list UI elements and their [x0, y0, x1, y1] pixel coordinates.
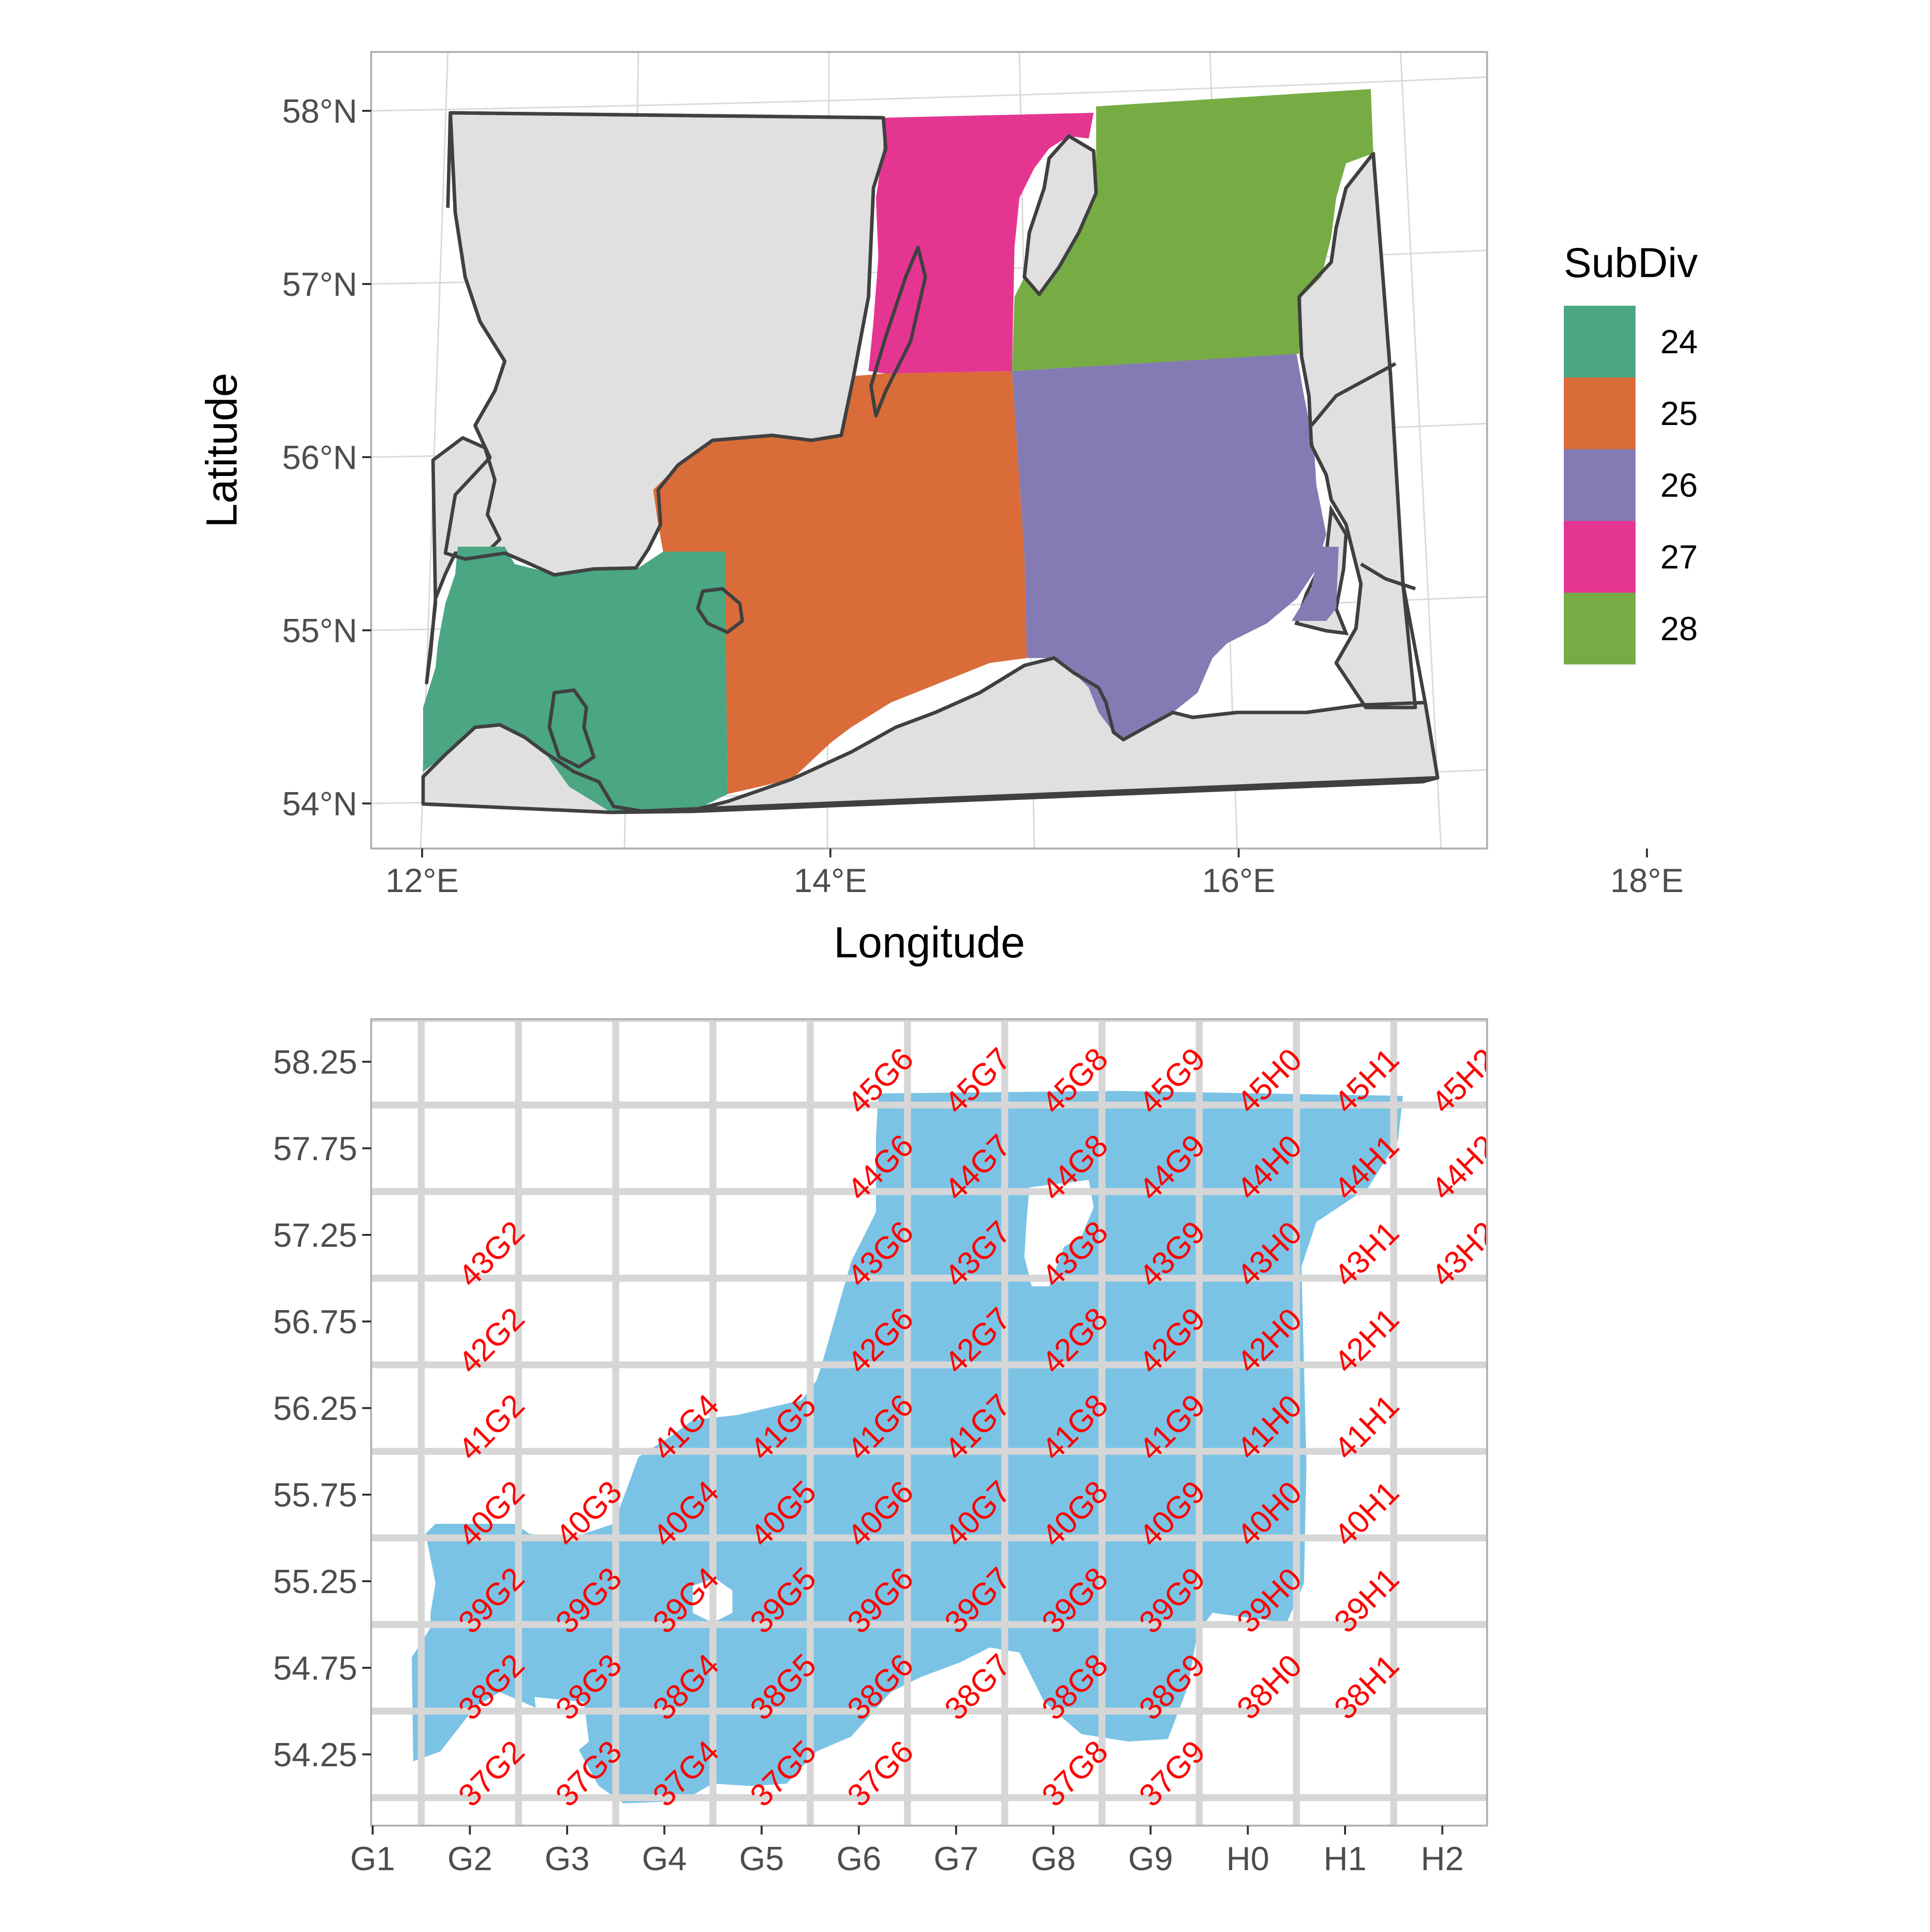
gotland-hole	[1024, 1180, 1094, 1286]
legend-title: SubDiv	[1564, 239, 1698, 286]
y-axis-title: Latitude	[197, 373, 246, 527]
outline-rugen	[547, 688, 596, 769]
bottom-y-tick-label: 56.75	[273, 1303, 357, 1341]
bottom-x-tick-label: G1	[350, 1840, 395, 1878]
top-y-tick-label: 57°N	[282, 266, 357, 303]
bottom-x-tick-label: H2	[1421, 1840, 1464, 1878]
bottom-panel-border	[370, 1018, 1488, 1827]
outline-south-coast	[422, 656, 1426, 813]
top-y-tick-label: 56°N	[282, 439, 357, 476]
subdiv-26-lagoon	[1292, 547, 1339, 621]
bottom-x-tick-label: G9	[1128, 1840, 1173, 1878]
bottom-y-tick-label: 58.25	[273, 1043, 357, 1081]
bottom-x-tick-label: G4	[642, 1840, 687, 1878]
subdiv-28	[1012, 89, 1373, 371]
top-x-tick-label: 12°E	[386, 862, 459, 899]
legend-swatch-24	[1564, 306, 1636, 377]
top-x-tick-label: 16°E	[1202, 862, 1275, 899]
top-y-tick-label: 55°N	[282, 612, 357, 650]
top-panel-border	[370, 51, 1488, 849]
bottom-x-tick-label: G7	[934, 1840, 979, 1878]
bottom-x-axis-ticks: G1 G2 G3 G4 G5 G6 G7 G8 G9 H0 H1 H2	[350, 1826, 1464, 1878]
bottom-grid	[371, 1019, 1487, 1826]
legend-label-24: 24	[1660, 323, 1698, 361]
subdiv-24	[423, 547, 727, 812]
legend-swatch-27	[1564, 521, 1636, 593]
bottom-x-tick-label: G3	[545, 1840, 590, 1878]
outline-sweden-coast	[443, 111, 888, 577]
top-x-axis-ticks: 12°E14°E16°E18°E20°E22°E	[386, 848, 1684, 899]
bottom-x-tick-label: H1	[1324, 1840, 1367, 1878]
outline-southern-edge	[421, 153, 1440, 814]
legend-label-26: 26	[1660, 467, 1698, 504]
top-y-tick-label: 54°N	[282, 785, 357, 823]
graticule-lat-58	[371, 76, 1487, 112]
top-y-axis-ticks: 54°N 55°N 56°N 57°N 58°N	[282, 93, 371, 823]
legend-swatch-25	[1564, 377, 1636, 449]
bottom-y-tick-label: 56.25	[273, 1390, 357, 1427]
subdiv-26	[1012, 354, 1326, 740]
legend-label-28: 28	[1660, 610, 1698, 648]
bottom-y-tick-label: 55.75	[273, 1476, 357, 1514]
outline-top-edge	[446, 112, 452, 208]
outline-latvia-coast	[1297, 152, 1375, 664]
bottom-y-axis-ticks: 54.25 54.75 55.25 55.75 56.25 56.75 57.25 57.75…	[273, 1043, 371, 1774]
legend-swatch-28	[1564, 593, 1636, 664]
subdivision-map: 12°E14°E16°E18°E20°E22°E 54°N55°N56°N57°…	[197, 51, 1698, 967]
legend-label-25: 25	[1660, 395, 1698, 432]
bottom-x-tick-label: G6	[836, 1840, 881, 1878]
legend: SubDiv 24 25 26 27 28	[1564, 239, 1698, 664]
legend-swatch-26	[1564, 449, 1636, 521]
bottom-y-tick-label: 54.25	[273, 1736, 357, 1774]
legend-items: 24 25 26 27 28	[1564, 306, 1698, 664]
outline-oland	[869, 245, 927, 418]
top-x-tick-label: 14°E	[794, 862, 867, 899]
graticule-lon-22	[1399, 52, 1442, 848]
subdiv-27	[868, 113, 1094, 374]
bottom-x-tick-label: G8	[1031, 1840, 1076, 1878]
bottom-y-tick-label: 57.75	[273, 1130, 357, 1168]
coastline-outlines	[421, 111, 1440, 814]
bottom-x-tick-label: G2	[447, 1840, 492, 1878]
bottom-y-tick-label: 54.75	[273, 1649, 357, 1687]
outline-border-2	[1360, 562, 1416, 591]
subdiv-25	[653, 371, 1027, 794]
outline-bornholm	[696, 587, 744, 634]
bottom-x-tick-label: G5	[739, 1840, 784, 1878]
x-axis-title: Longitude	[834, 918, 1025, 967]
bottom-y-tick-label: 55.25	[273, 1563, 357, 1601]
top-y-tick-label: 58°N	[282, 93, 357, 130]
legend-label-27: 27	[1660, 538, 1698, 576]
bottom-x-tick-label: H0	[1226, 1840, 1269, 1878]
top-x-tick-label: 18°E	[1610, 862, 1684, 899]
outline-border-1	[1310, 362, 1397, 427]
bottom-y-tick-label: 57.25	[273, 1217, 357, 1254]
outline-gotland	[1022, 134, 1098, 296]
